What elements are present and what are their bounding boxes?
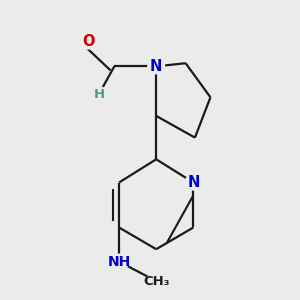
Ellipse shape <box>146 274 166 289</box>
Text: N: N <box>187 175 200 190</box>
Ellipse shape <box>80 34 96 49</box>
Text: O: O <box>82 34 94 49</box>
Text: H: H <box>93 88 104 101</box>
Ellipse shape <box>148 59 165 74</box>
Ellipse shape <box>185 175 202 190</box>
Text: NH: NH <box>107 255 130 268</box>
Text: CH₃: CH₃ <box>143 274 169 288</box>
Ellipse shape <box>91 87 107 102</box>
Ellipse shape <box>109 254 129 269</box>
Text: N: N <box>150 59 162 74</box>
